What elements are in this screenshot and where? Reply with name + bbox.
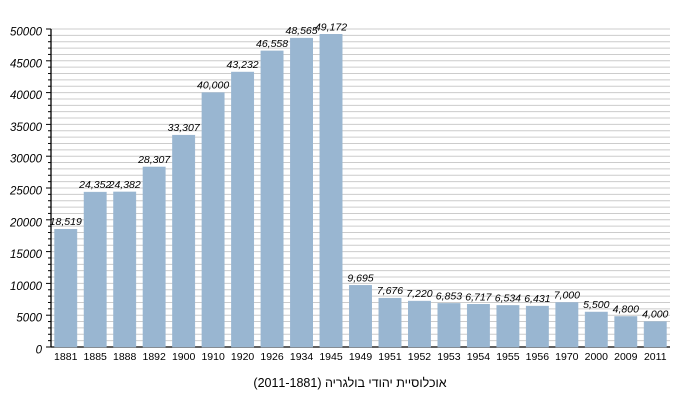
svg-text:1949: 1949 [349,351,373,363]
svg-text:1954: 1954 [467,351,491,363]
svg-text:1970: 1970 [555,351,579,363]
svg-text:48,565: 48,565 [285,25,317,37]
svg-text:24,382: 24,382 [108,179,141,191]
svg-text:1892: 1892 [142,351,166,363]
svg-text:2011: 2011 [644,351,667,363]
svg-text:25000: 25000 [9,186,43,198]
svg-text:1900: 1900 [172,351,196,363]
svg-text:1881: 1881 [54,351,78,363]
svg-text:1920: 1920 [231,351,255,363]
svg-text:1885: 1885 [84,351,108,363]
svg-text:5000: 5000 [16,313,42,325]
svg-text:2000: 2000 [585,351,609,363]
svg-text:4,000: 4,000 [642,309,668,321]
svg-text:1952: 1952 [408,351,432,363]
svg-text:24,352: 24,352 [78,179,111,191]
svg-text:35000: 35000 [10,122,43,134]
svg-text:40000: 40000 [10,90,43,102]
svg-text:1926: 1926 [260,351,284,363]
svg-text:33,307: 33,307 [168,122,201,134]
svg-text:5,500: 5,500 [583,299,609,311]
svg-text:45000: 45000 [10,58,43,70]
svg-text:9,695: 9,695 [347,272,373,284]
svg-text:7,676: 7,676 [377,285,403,297]
svg-text:6,853: 6,853 [436,290,462,302]
svg-text:4,800: 4,800 [613,303,639,315]
svg-text:1953: 1953 [437,351,461,363]
svg-text:10000: 10000 [10,281,43,293]
svg-text:1888: 1888 [113,351,137,363]
svg-text:1951: 1951 [378,351,402,363]
svg-text:30000: 30000 [10,154,43,166]
svg-text:1956: 1956 [526,351,550,363]
svg-text:6,717: 6,717 [465,291,492,303]
svg-text:28,307: 28,307 [137,154,171,166]
svg-text:1910: 1910 [201,351,225,363]
svg-text:15000: 15000 [10,249,43,261]
svg-text:7,000: 7,000 [554,289,580,301]
svg-text:6,431: 6,431 [524,293,550,305]
svg-text:2009: 2009 [614,351,638,363]
svg-text:1955: 1955 [496,351,520,363]
svg-text:6,534: 6,534 [495,292,521,304]
svg-text:46,558: 46,558 [256,38,288,50]
svg-text:20000: 20000 [9,217,43,229]
svg-text:40,000: 40,000 [197,80,229,92]
svg-text:50000: 50000 [10,27,43,39]
svg-text:0: 0 [36,345,43,357]
svg-text:43,232: 43,232 [227,59,259,71]
svg-text:7,220: 7,220 [406,288,432,300]
svg-text:1945: 1945 [319,351,343,363]
svg-text:1934: 1934 [290,351,314,363]
svg-text:18,519: 18,519 [50,216,82,228]
svg-text:49,172: 49,172 [315,21,347,33]
